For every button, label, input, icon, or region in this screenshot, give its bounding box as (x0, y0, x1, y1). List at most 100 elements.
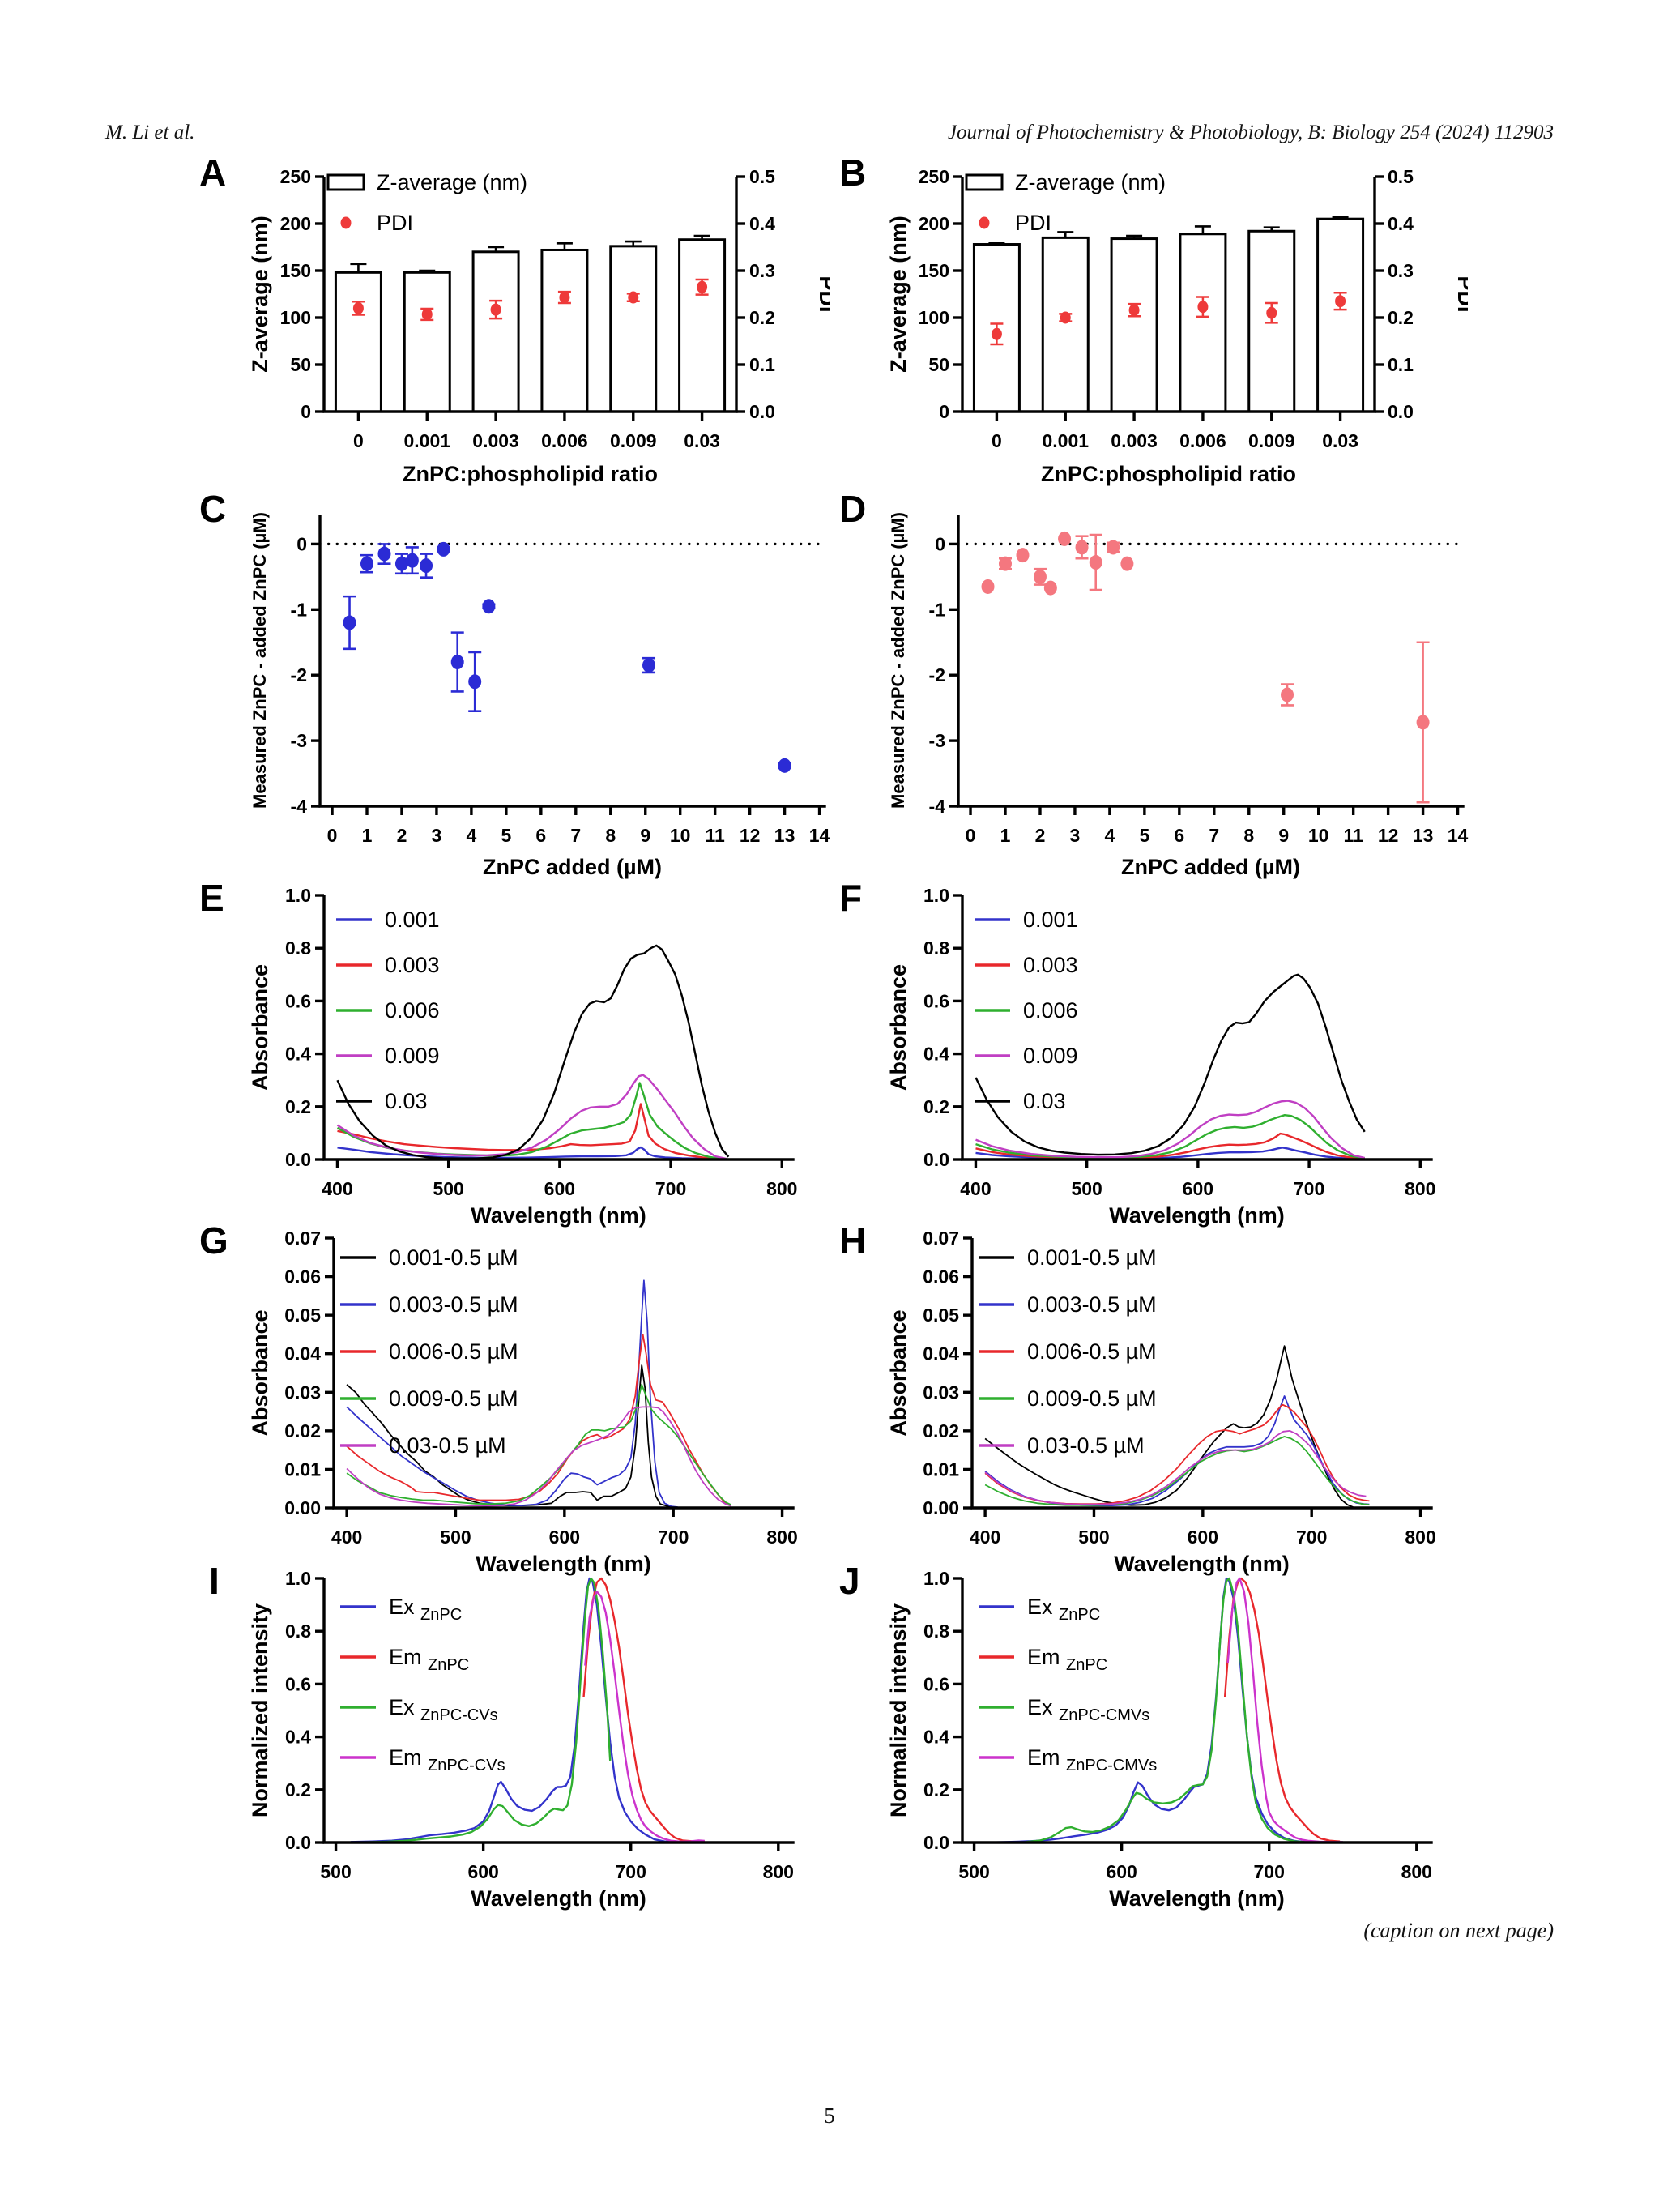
svg-text:7: 7 (570, 825, 581, 846)
svg-text:-2: -2 (929, 664, 945, 685)
panel-E-chart: 400 500 600 700 800 0.0 0.2 0.4 0.6 0.8 1.0 Wavelen… (248, 885, 797, 1228)
svg-text:Absorbance: Absorbance (248, 1309, 272, 1436)
svg-text:700: 700 (1294, 1178, 1324, 1199)
svg-text:10: 10 (670, 825, 691, 846)
svg-text:0.6: 0.6 (285, 1673, 311, 1694)
svg-text:0.4: 0.4 (285, 1727, 311, 1748)
svg-text:0.6: 0.6 (923, 1673, 949, 1694)
svg-text:0.006: 0.006 (1023, 998, 1078, 1023)
panel-H: 400 500 600 700 800 0.00 0.01 0.02 0.03 0.04 0.05 0… (881, 1222, 1468, 1586)
svg-text:-1: -1 (291, 599, 308, 620)
svg-text:500: 500 (1071, 1178, 1102, 1199)
svg-text:0.04: 0.04 (923, 1343, 959, 1364)
svg-text:400: 400 (331, 1527, 362, 1548)
svg-text:Ex ZnPC-CMVs: Ex ZnPC-CMVs (1027, 1695, 1149, 1724)
panel-D: 0 1 2 3 4 5 6 7 8 9 10 11 12 13 14 0 -1 -2 -3 -4 ZnPC added … (881, 490, 1481, 890)
svg-text:0.04: 0.04 (284, 1343, 321, 1364)
svg-text:0.003: 0.003 (1111, 430, 1158, 451)
svg-text:0: 0 (296, 533, 307, 554)
svg-text:Z-average (nm): Z-average (nm) (377, 170, 527, 194)
svg-text:0.02: 0.02 (923, 1420, 959, 1441)
svg-text:11: 11 (1343, 825, 1363, 846)
svg-text:0.0: 0.0 (923, 1832, 949, 1853)
panel-letter-F: F (839, 877, 863, 919)
svg-text:0.0: 0.0 (285, 1832, 311, 1853)
svg-text:10: 10 (1308, 825, 1329, 846)
svg-text:Ex ZnPC: Ex ZnPC (1027, 1595, 1100, 1624)
svg-text:1.0: 1.0 (923, 1568, 949, 1589)
svg-text:3: 3 (1070, 825, 1081, 846)
svg-text:ZnPC:phospholipid ratio: ZnPC:phospholipid ratio (1041, 462, 1296, 486)
svg-text:400: 400 (322, 1178, 352, 1199)
panel-I-chart: 500 600 700 800 0.0 0.2 0.4 0.6 0.8 1.0 Wavelength… (248, 1568, 795, 1911)
svg-text:0.003-0.5 µM: 0.003-0.5 µM (389, 1292, 518, 1317)
panel-letter-D: D (839, 488, 867, 530)
svg-text:0.4: 0.4 (285, 1044, 311, 1065)
svg-text:0.3: 0.3 (749, 260, 775, 281)
svg-text:800: 800 (1401, 1861, 1432, 1882)
svg-text:0.03: 0.03 (684, 430, 720, 451)
svg-text:250: 250 (919, 166, 949, 187)
running-head-journal: Journal of Photochemistry & Photobiology… (947, 122, 1554, 143)
svg-text:Absorbance: Absorbance (886, 1309, 911, 1436)
svg-text:0.003: 0.003 (1023, 953, 1078, 977)
svg-text:5: 5 (501, 825, 511, 846)
svg-text:Wavelength (nm): Wavelength (nm) (1114, 1552, 1290, 1576)
svg-text:500: 500 (1078, 1527, 1109, 1548)
page-number: 5 (824, 2103, 835, 2128)
svg-text:500: 500 (320, 1861, 351, 1882)
svg-text:Wavelength (nm): Wavelength (nm) (1109, 1886, 1285, 1911)
svg-text:0.001: 0.001 (403, 430, 450, 451)
svg-text:Ex ZnPC: Ex ZnPC (389, 1595, 462, 1624)
svg-text:150: 150 (919, 260, 949, 281)
svg-text:0.2: 0.2 (749, 307, 775, 328)
svg-text:0.07: 0.07 (284, 1228, 321, 1249)
svg-text:0.03-0.5 µM: 0.03-0.5 µM (389, 1433, 506, 1458)
svg-text:Ex ZnPC-CVs: Ex ZnPC-CVs (389, 1695, 498, 1724)
svg-text:1.0: 1.0 (923, 885, 949, 906)
svg-text:800: 800 (1405, 1178, 1435, 1199)
svg-text:0.8: 0.8 (923, 937, 949, 959)
svg-text:0.03-0.5 µM: 0.03-0.5 µM (1027, 1433, 1145, 1458)
svg-text:0: 0 (353, 430, 364, 451)
svg-text:13: 13 (1413, 825, 1434, 846)
svg-text:Measured ZnPC - added ZnPC (µM: Measured ZnPC - added ZnPC (µM) (888, 512, 908, 809)
svg-text:PDI: PDI (377, 211, 413, 235)
panel-G-chart: 400 500 600 700 800 0.00 0.01 0.02 0.03 0.04 0.05 0… (248, 1228, 798, 1576)
panel-I: 500 600 700 800 0.0 0.2 0.4 0.6 0.8 1.0 Wavelength… (243, 1562, 830, 1921)
svg-text:-3: -3 (929, 730, 945, 751)
svg-text:250: 250 (280, 166, 311, 187)
svg-text:0.5: 0.5 (1388, 166, 1414, 187)
svg-text:0.5: 0.5 (749, 166, 775, 187)
panel-letter-A: A (199, 152, 227, 194)
svg-text:0.03: 0.03 (923, 1381, 959, 1403)
svg-text:0.4: 0.4 (749, 213, 775, 234)
svg-text:0: 0 (935, 533, 945, 554)
svg-text:0.05: 0.05 (923, 1305, 959, 1326)
svg-text:8: 8 (1243, 825, 1254, 846)
svg-text:0.1: 0.1 (749, 354, 775, 375)
svg-text:0.4: 0.4 (1388, 213, 1414, 234)
svg-text:Z-average (nm): Z-average (nm) (248, 216, 272, 373)
svg-text:0.006: 0.006 (1179, 430, 1226, 451)
svg-text:-1: -1 (929, 599, 946, 620)
svg-text:0.006-0.5 µM: 0.006-0.5 µM (389, 1339, 518, 1364)
panel-letter-C: C (199, 488, 227, 530)
svg-text:-3: -3 (291, 730, 307, 751)
svg-text:2: 2 (1035, 825, 1046, 846)
svg-text:0: 0 (966, 825, 976, 846)
svg-text:0.01: 0.01 (284, 1458, 321, 1480)
svg-text:700: 700 (1296, 1527, 1327, 1548)
svg-text:0.6: 0.6 (285, 990, 311, 1011)
svg-text:Measured ZnPC - added ZnPC (µM: Measured ZnPC - added ZnPC (µM) (249, 512, 270, 809)
svg-text:PDI: PDI (1453, 275, 1468, 312)
svg-text:50: 50 (290, 354, 311, 375)
svg-text:100: 100 (280, 307, 311, 328)
panel-J: 500 600 700 800 0.0 0.2 0.4 0.6 0.8 1.0 Wavelength… (881, 1562, 1468, 1921)
svg-text:14: 14 (809, 825, 830, 846)
panel-F-chart: 400 500 600 700 800 0.0 0.2 0.4 0.6 0.8 1.0 Wavelen… (886, 885, 1435, 1228)
svg-text:700: 700 (655, 1178, 686, 1199)
panel-B: 0 0.001 0.003 0.006 0.009 0.03 0 50 100 150 200 250… (881, 154, 1478, 497)
svg-text:0.2: 0.2 (285, 1779, 311, 1800)
